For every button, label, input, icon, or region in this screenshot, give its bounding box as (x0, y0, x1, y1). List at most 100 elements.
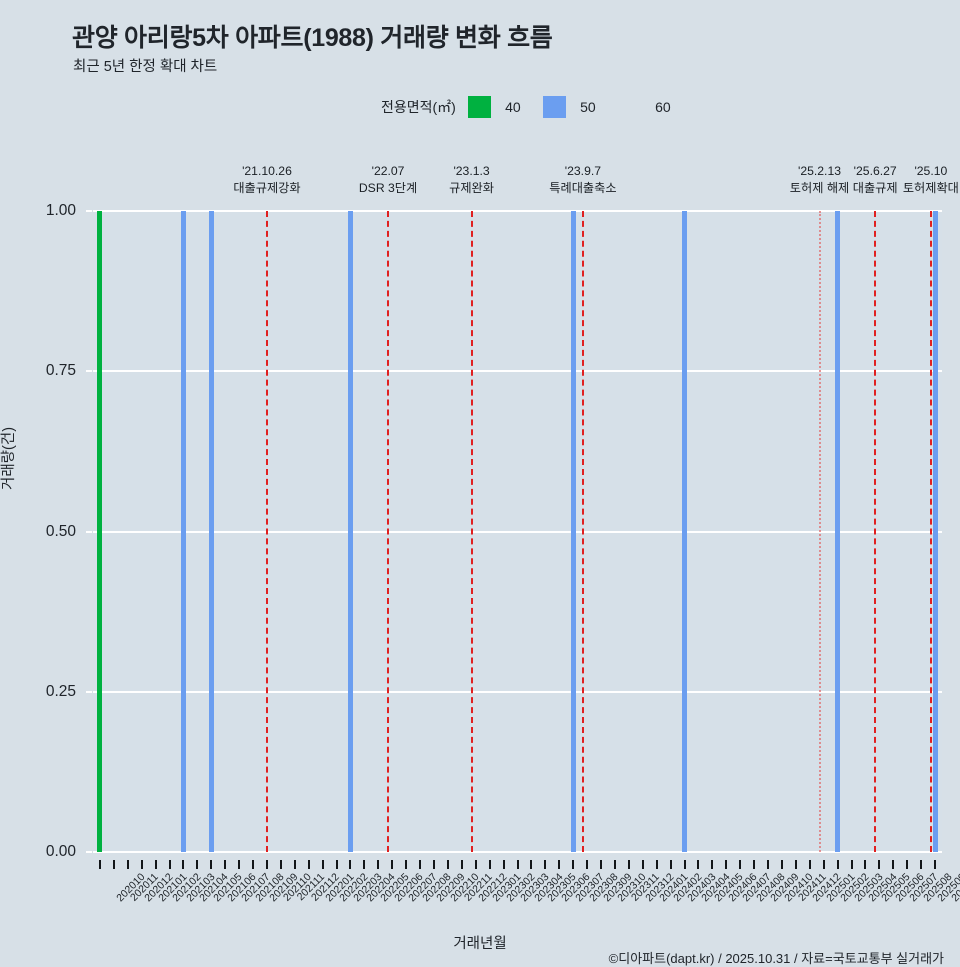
event-annotation: '21.10.26 대출규제강화 (233, 163, 300, 197)
y-tick-label: 0.50 (45, 522, 76, 540)
event-name: 토허제확대 (902, 181, 959, 195)
gridline (93, 210, 942, 212)
y-tick-mark (86, 690, 92, 693)
event-name: 대출규제강화 (233, 181, 301, 195)
x-tick-mark (210, 860, 213, 869)
legend-item-40[interactable]: 40 (467, 96, 535, 118)
x-tick-mark (808, 860, 811, 869)
x-tick-mark (586, 860, 589, 869)
event-annotation: '22.07 DSR 3단계 (359, 163, 417, 197)
x-tick-mark (655, 860, 658, 869)
x-tick-mark (725, 860, 728, 869)
x-tick-mark (878, 860, 881, 869)
x-tick-mark (419, 860, 422, 869)
x-tick-mark (140, 860, 143, 869)
x-tick-mark (558, 860, 561, 869)
x-tick-mark (488, 860, 491, 869)
event-name: 토허제 해제 (789, 181, 850, 195)
y-tick-label: 0.75 (45, 362, 76, 380)
event-date: '25.6.27 (853, 164, 897, 178)
x-tick-mark (432, 860, 435, 869)
x-tick-mark (850, 860, 853, 869)
event-date: '23.1.3 (453, 164, 490, 178)
legend-title: 전용면적(㎡) (381, 99, 456, 115)
event-name: 대출규제 (852, 181, 898, 195)
bar[interactable] (835, 211, 841, 852)
x-tick-mark (252, 860, 255, 869)
legend-swatch-60 (618, 96, 641, 118)
event-line (581, 211, 584, 852)
event-name: 특례대출축소 (549, 181, 617, 195)
event-annotation: '25.10 토허제확대 (903, 163, 959, 197)
event-annotation: '25.6.27 대출규제 (853, 163, 898, 197)
event-name: 규제완화 (449, 181, 494, 195)
bar[interactable] (347, 211, 353, 852)
event-line (818, 211, 821, 852)
event-annotation: '23.9.7 특례대출축소 (549, 163, 616, 197)
x-tick-mark (182, 860, 185, 869)
x-tick-mark (794, 860, 797, 869)
footer-credit: ©디아파트(dapt.kr) / 2025.10.31 / 자료=국토교통부 실… (608, 951, 944, 966)
event-line (470, 211, 473, 852)
x-tick-mark (530, 860, 533, 869)
x-axis-ticks: 202010 202011 202012 202101 202102 202103 2021… (93, 860, 960, 904)
gridline (93, 690, 942, 693)
legend-label-50: 50 (580, 99, 596, 115)
bar[interactable] (208, 211, 214, 852)
event-line (265, 211, 268, 852)
x-tick-mark (697, 860, 700, 869)
legend-item-50[interactable]: 50 (542, 96, 610, 118)
x-tick-mark (711, 860, 714, 869)
gridline (93, 370, 942, 373)
x-tick-mark (627, 860, 630, 869)
x-axis-label: 거래년월 (453, 936, 507, 952)
legend-label-40: 40 (505, 99, 521, 115)
x-tick-mark (405, 860, 408, 869)
x-tick-mark (196, 860, 199, 869)
x-tick-mark (822, 860, 825, 869)
x-tick-mark (321, 860, 324, 869)
x-tick-mark (126, 860, 129, 869)
event-line (929, 211, 932, 852)
y-tick-label: 0.00 (45, 843, 76, 860)
bar[interactable] (932, 211, 938, 852)
x-tick-mark (112, 860, 115, 869)
bar[interactable] (180, 211, 186, 852)
x-tick-mark (238, 860, 241, 869)
event-date: '21.10.26 (242, 164, 292, 178)
bar[interactable] (97, 211, 103, 852)
event-line (387, 211, 390, 852)
chart-subtitle: 최근 5년 한정 확대 차트 (73, 59, 218, 75)
event-annotation: '23.1.3 규제완화 (449, 163, 494, 197)
x-tick-mark (154, 860, 157, 869)
bar[interactable] (682, 211, 688, 852)
event-annotation: '25.2.13 토허제 해제 (790, 163, 849, 197)
chart-title: 관양 아리랑5차 아파트(1988) 거래량 변화 흐름 (72, 24, 553, 52)
gridline (93, 851, 942, 853)
x-tick-mark (767, 860, 770, 869)
x-tick-mark (446, 860, 449, 869)
x-tick-mark (669, 860, 672, 869)
x-tick-mark (460, 860, 463, 869)
x-tick-mark (502, 860, 505, 869)
event-name: DSR 3단계 (358, 181, 418, 195)
y-tick-mark (86, 851, 92, 853)
x-tick-mark (349, 860, 352, 869)
x-tick-mark (307, 860, 310, 869)
x-tick-mark (168, 860, 171, 869)
bar[interactable] (570, 211, 576, 852)
event-date: '23.9.7 (564, 164, 602, 178)
x-tick-mark (753, 860, 756, 869)
gridline (93, 530, 942, 533)
x-tick-mark (544, 860, 547, 869)
legend-swatch-50 (542, 96, 566, 118)
x-tick-mark (363, 860, 366, 869)
x-tick-mark (892, 860, 895, 869)
event-date: '25.2.13 (798, 164, 842, 178)
legend-item-60[interactable]: 60 (618, 96, 685, 118)
x-tick-mark (613, 860, 616, 869)
event-date: '25.10 (914, 164, 948, 178)
x-tick-mark (864, 860, 867, 869)
x-tick-mark (683, 860, 686, 869)
